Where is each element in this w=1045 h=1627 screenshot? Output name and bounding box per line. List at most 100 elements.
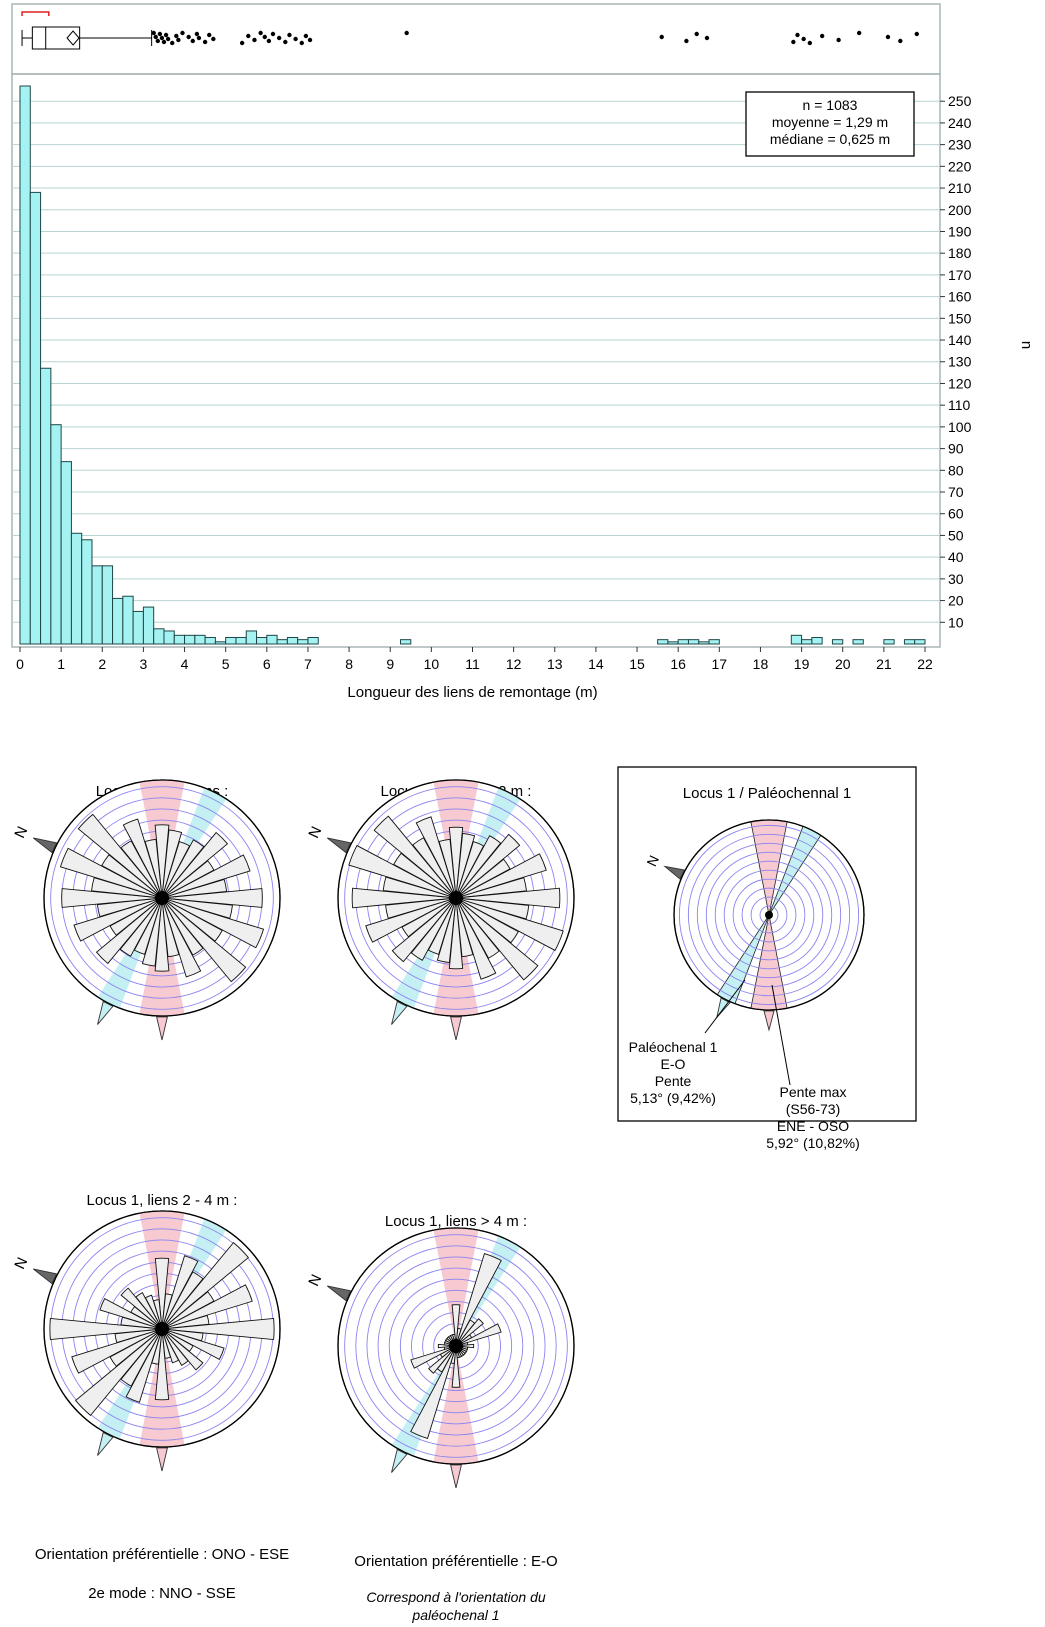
outlier-point	[190, 38, 195, 44]
rose-petal	[101, 854, 163, 899]
rose-petal	[451, 1304, 461, 1347]
note-correspondence: Correspond à l'orientation du	[366, 1589, 546, 1605]
outlier-point	[246, 33, 251, 39]
histogram-bar	[801, 639, 813, 645]
y-tick-label: 190	[948, 223, 972, 239]
sector-paleochannel	[456, 1235, 521, 1346]
paleochannel-pointer	[391, 1000, 408, 1025]
rose-petal	[455, 841, 485, 899]
rose-petal	[410, 1345, 457, 1440]
rose-petal	[415, 816, 457, 899]
histogram-bar	[70, 532, 83, 645]
outlier-point	[153, 34, 158, 40]
rose-petal	[161, 1291, 215, 1330]
stats-box	[745, 91, 915, 157]
y-tick-label: 10	[948, 614, 964, 630]
y-tick-label: 110	[948, 397, 971, 413]
rose-center	[449, 891, 463, 905]
x-tick-label: 16	[670, 656, 686, 672]
paleo-ring	[759, 905, 779, 925]
north-label: N	[10, 823, 30, 840]
y-tick-label: 90	[948, 441, 964, 457]
rose-petal	[455, 833, 521, 899]
paleo-ring	[678, 824, 860, 1006]
histogram-bar	[204, 636, 216, 645]
slope-pointer	[156, 1016, 168, 1041]
rose-petal	[161, 860, 215, 899]
rose-petal	[122, 818, 163, 899]
outlier-point	[287, 32, 292, 38]
rose-petal	[438, 838, 457, 899]
rose-petal	[455, 1318, 484, 1347]
histogram-bar	[903, 639, 916, 645]
rose-diagram: Locus 1, liens 0 - 2 m :n = 911L : 0,881…	[304, 779, 575, 1041]
paleo-center	[765, 911, 773, 919]
x-tick-label: 3	[140, 656, 148, 672]
rose-petal	[161, 1255, 199, 1330]
outlier-point	[293, 36, 298, 42]
rose-outline	[337, 1227, 575, 1465]
outlier-point	[898, 38, 903, 44]
outlier-point	[283, 39, 288, 45]
rose-petal	[135, 1292, 163, 1330]
x-tick-label: 20	[835, 656, 851, 672]
outlier-point	[270, 31, 276, 37]
x-tick-label: 13	[547, 656, 563, 672]
paleo-label-right: ENE - OSO	[777, 1118, 849, 1134]
rose-petal	[119, 897, 163, 957]
outlier-point	[885, 34, 891, 40]
rose-petal	[448, 826, 464, 899]
rose-petal	[154, 1328, 170, 1401]
rose-petal	[161, 1317, 275, 1341]
histogram-bar	[235, 636, 247, 645]
paleo-ring	[687, 833, 851, 997]
note-preferred-orientation-2: Orientation préférentielle : E-O	[354, 1553, 557, 1570]
outlier-point	[211, 36, 216, 42]
rose-petal	[365, 897, 457, 943]
histogram-bar	[81, 539, 93, 645]
histogram-bar	[657, 639, 669, 645]
rose-petal	[144, 838, 163, 899]
rose-ring	[388, 1278, 524, 1414]
rose-petal	[95, 897, 163, 965]
rose-petal	[161, 897, 247, 983]
rose-petal	[161, 841, 191, 899]
outlier-point	[176, 37, 181, 43]
note-preferred-orientation-1: Orientation préférentielle : ONO - ESE	[35, 1546, 289, 1563]
y-tick-label: 150	[948, 310, 972, 326]
x-tick-label: 8	[345, 656, 353, 672]
outlier-point	[791, 39, 796, 45]
rose-diagram: Locus 1, tous liens :n = 1083L : 3,636 %…	[10, 779, 281, 1041]
rose-petal	[133, 897, 163, 955]
rose-petal	[161, 1328, 204, 1371]
histogram-bar	[276, 639, 288, 645]
rose-petal	[73, 897, 163, 942]
rose-petal	[428, 1345, 457, 1374]
north-label: N	[304, 823, 324, 840]
outlier-point	[307, 37, 313, 43]
outlier-point	[258, 30, 263, 36]
histogram-bar	[677, 639, 689, 645]
rose-petal	[161, 1328, 189, 1366]
outlier-point	[151, 30, 156, 36]
histogram-bar	[214, 641, 227, 645]
x-tick-label: 12	[506, 656, 522, 672]
outlier-point	[856, 30, 862, 36]
outlier-point	[819, 33, 825, 39]
stats-line: médiane = 0,625 m	[770, 131, 890, 147]
rose-petal	[125, 1328, 163, 1403]
rose-petal	[154, 824, 170, 899]
rose-petal	[455, 835, 502, 899]
rose-petal	[455, 897, 474, 958]
y-tick-label: 220	[948, 158, 972, 174]
y-tick-label: 160	[948, 289, 972, 305]
slope-pointer	[450, 1016, 462, 1041]
rose-petal	[59, 847, 163, 899]
rose-title-line: Locus 1, liens 2 - 4 m :	[87, 1192, 238, 1209]
histogram-bar	[101, 565, 114, 645]
histogram-bar	[173, 634, 186, 645]
rose-petal	[109, 1328, 163, 1367]
north-arrow	[33, 1268, 58, 1285]
histogram-bar	[142, 606, 155, 645]
rose-petal	[351, 887, 457, 909]
